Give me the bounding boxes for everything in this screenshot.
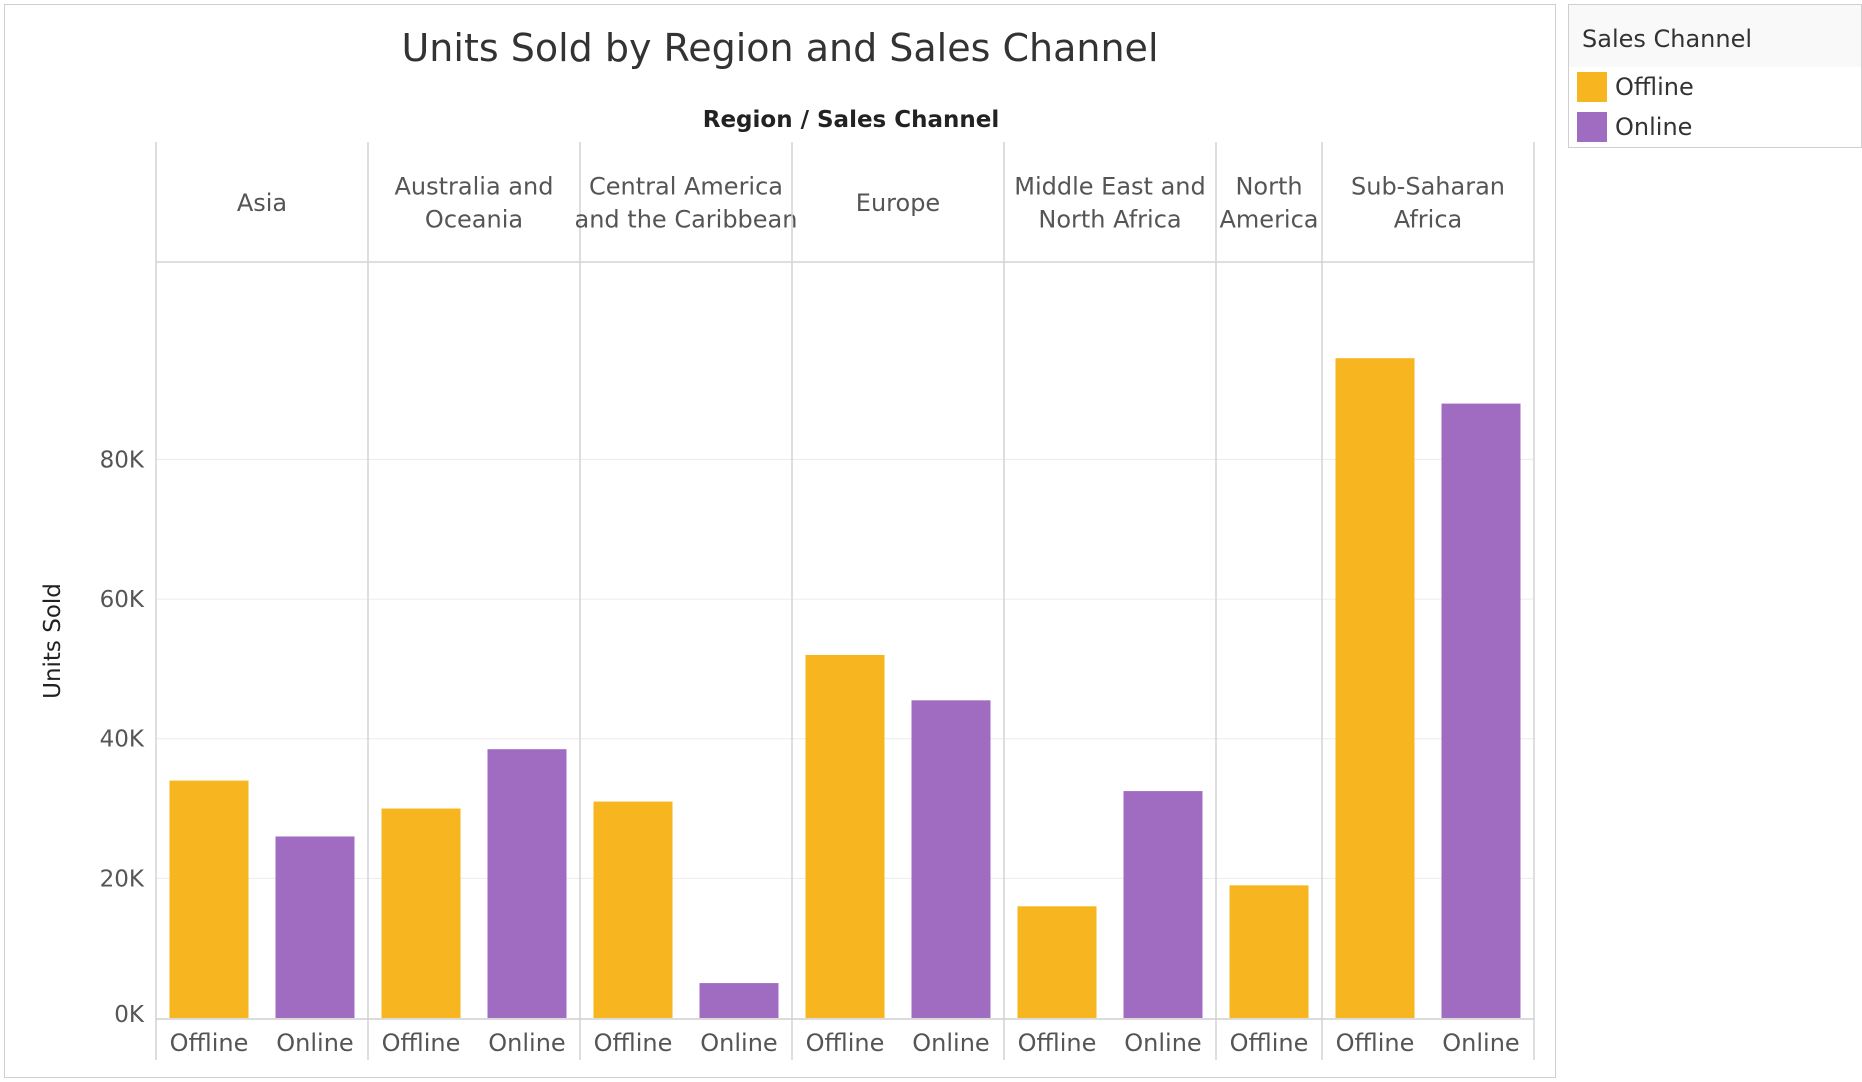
region-header-north-america: North [1235,173,1302,201]
x-tick-label: Offline [1018,1029,1097,1057]
y-tick-label: 40K [100,727,145,753]
bar-asia-offline [169,780,249,1018]
y-tick-label: 20K [100,866,145,892]
x-tick-label: Offline [1336,1029,1415,1057]
bar-central-america-and-the-caribbean-offline [593,801,673,1018]
chart-title: Units Sold by Region and Sales Channel [401,26,1158,70]
legend-swatch-offline [1577,72,1607,102]
bar-middle-east-and-north-africa-online [1123,791,1203,1018]
y-tick-label: 0K [114,1002,145,1028]
x-tick-label: Offline [170,1029,249,1057]
bar-chart: Units Sold by Region and Sales Channel R… [40,26,1535,1060]
x-tick-label: Offline [1230,1029,1309,1057]
x-tick-label: Offline [382,1029,461,1057]
legend-label-online: Online [1615,113,1693,141]
region-header-sub-saharan-africa: Sub-Saharan [1351,173,1505,201]
region-header-sub-saharan-africa: Africa [1394,206,1462,234]
chart-frame: Units Sold by Region and Sales Channel R… [4,4,1556,1078]
bar-europe-online [911,700,991,1018]
region-header-europe: Europe [856,189,940,217]
bar-middle-east-and-north-africa-offline [1017,906,1097,1018]
bar-sub-saharan-africa-online [1441,403,1521,1019]
y-tick-label: 80K [100,447,145,473]
bar-australia-and-oceania-offline [381,808,461,1018]
x-tick-label: Online [1124,1029,1201,1057]
x-tick-label: Online [1442,1029,1519,1057]
region-header-asia: Asia [237,189,287,217]
region-header-middle-east-and-north-africa: North Africa [1038,206,1181,234]
legend-swatch-online [1577,112,1607,142]
x-tick-label: Offline [594,1029,673,1057]
region-header-central-america-and-the-caribbean: Central America [589,173,783,201]
x-tick-label: Offline [806,1029,885,1057]
y-tick-label: 60K [100,587,145,613]
region-header-north-america: America [1220,206,1319,234]
x-tick-label: Online [700,1029,777,1057]
column-header-label: Region / Sales Channel [703,107,1000,133]
bar-asia-online [275,836,355,1018]
region-header-middle-east-and-north-africa: Middle East and [1014,173,1205,201]
legend-header [1569,5,1861,67]
legend-label-offline: Offline [1615,73,1694,101]
bar-europe-offline [805,654,885,1018]
bar-central-america-and-the-caribbean-online [699,983,779,1018]
x-tick-label: Online [912,1029,989,1057]
bar-north-america-offline [1229,885,1309,1018]
bar-australia-and-oceania-online [487,749,567,1018]
region-header-australia-and-oceania: Oceania [425,206,523,234]
x-tick-label: Online [276,1029,353,1057]
region-header-central-america-and-the-caribbean: and the Caribbean [575,206,798,234]
y-axis-title: Units Sold [40,583,66,699]
region-header-australia-and-oceania: Australia and [395,173,554,201]
legend: Sales Channel Offline Online [1568,4,1862,148]
legend-title: Sales Channel [1582,25,1753,53]
x-tick-label: Online [488,1029,565,1057]
bar-sub-saharan-africa-offline [1335,358,1415,1018]
